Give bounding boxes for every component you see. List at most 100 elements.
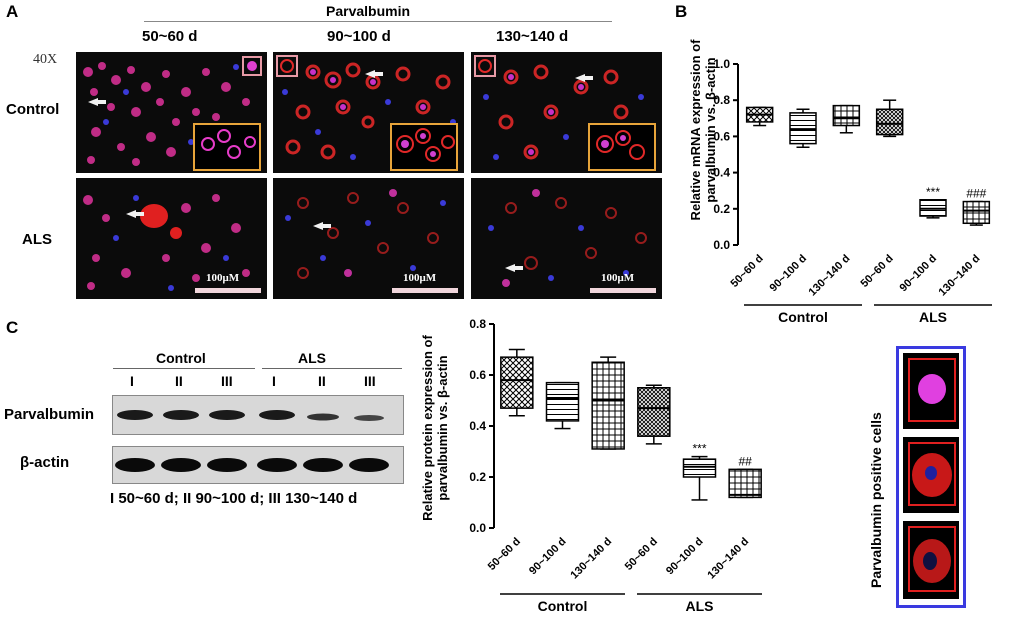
row-label-control: Control bbox=[6, 101, 60, 118]
significance-annotation: *** bbox=[692, 442, 706, 456]
x-tick-label: 130~140 d bbox=[705, 536, 751, 582]
box-body bbox=[591, 361, 625, 450]
box-body bbox=[637, 387, 671, 437]
cells-image bbox=[285, 189, 446, 279]
panel-a-title: Parvalbumin bbox=[326, 3, 411, 19]
box-body bbox=[832, 104, 861, 127]
panel-c-letter: C bbox=[6, 318, 19, 337]
mrna-boxplot: 0.00.20.40.60.81.050~60 d 90~100 d130~140… bbox=[713, 57, 992, 325]
x-tick-label: 130~140 d bbox=[568, 536, 614, 582]
box-body bbox=[728, 468, 762, 499]
y-tick-label: 1.0 bbox=[713, 57, 730, 71]
box-2 bbox=[789, 108, 817, 149]
x-tick-label: 50~60 d bbox=[729, 253, 766, 290]
cells-image bbox=[83, 56, 262, 171]
col-label-3: 130~140 d bbox=[496, 28, 569, 45]
box-6 bbox=[962, 200, 991, 226]
significance-annotation: ### bbox=[966, 187, 986, 201]
micrograph-control-50-60 bbox=[76, 52, 267, 173]
micrograph-als-90-100: 100μM bbox=[273, 178, 464, 299]
cells-strip-image bbox=[903, 353, 959, 599]
parvalbumin-bands bbox=[117, 410, 384, 421]
x-tick-label: 130~140 d bbox=[937, 253, 983, 299]
cells-image bbox=[474, 55, 656, 171]
blot-row-actin bbox=[112, 446, 404, 484]
box-body bbox=[962, 200, 991, 225]
x-tick-label: 90~100 d bbox=[768, 253, 810, 295]
x-tick-label: 50~60 d bbox=[623, 536, 660, 573]
group-label: ALS bbox=[686, 598, 714, 614]
protein-ylabel: Relative protein expression of parvalbum… bbox=[420, 298, 450, 558]
blot-control-line bbox=[113, 368, 255, 369]
y-tick-label: 0.2 bbox=[713, 202, 730, 216]
group-label: Control bbox=[778, 309, 828, 325]
box-5 bbox=[919, 199, 947, 219]
y-tick-label: 0.6 bbox=[469, 368, 486, 382]
y-tick-label: 0.2 bbox=[469, 470, 486, 484]
blot-label-actin: β-actin bbox=[20, 454, 70, 471]
col-label-1: 50~60 d bbox=[142, 28, 198, 45]
cells-image bbox=[276, 55, 458, 171]
blot-als-line bbox=[262, 368, 402, 369]
group-label: ALS bbox=[919, 309, 947, 325]
scale-label: 100μM bbox=[601, 272, 635, 284]
box-1 bbox=[745, 106, 774, 127]
y-tick-label: 0.6 bbox=[713, 129, 730, 143]
blot-group-control: Control bbox=[156, 350, 206, 366]
x-tick-label: 50~60 d bbox=[859, 253, 896, 290]
box-body bbox=[682, 458, 717, 478]
scale-bar bbox=[392, 288, 458, 293]
lane-2: II bbox=[175, 373, 183, 389]
box-3 bbox=[591, 356, 625, 450]
protein-ylabel-line2: parvalbumin vs. β-actin bbox=[435, 355, 450, 501]
x-tick-label: 50~60 d bbox=[486, 536, 523, 573]
box-body bbox=[545, 381, 580, 422]
lane-4: I bbox=[272, 373, 276, 389]
box-2 bbox=[545, 381, 580, 430]
panel-a-letter: A bbox=[6, 2, 19, 21]
lane-3: III bbox=[221, 373, 233, 389]
blot-label-parvalbumin: Parvalbumin bbox=[4, 406, 95, 423]
scale-label: 100μM bbox=[403, 272, 437, 284]
box-6 bbox=[728, 468, 762, 499]
blot-group-als: ALS bbox=[298, 350, 326, 366]
lane-6: III bbox=[364, 373, 376, 389]
lane-1: I bbox=[130, 373, 134, 389]
micrograph-control-90-100 bbox=[273, 52, 464, 173]
protein-ylabel-line1: Relative protein expression of bbox=[420, 335, 435, 521]
box-4 bbox=[637, 384, 671, 445]
x-tick-label: 90~100 d bbox=[664, 536, 706, 578]
y-tick-label: 0.8 bbox=[713, 93, 730, 107]
parvalbumin-cells-strip bbox=[896, 346, 966, 608]
col-label-2: 90~100 d bbox=[327, 28, 391, 45]
box-4 bbox=[875, 99, 904, 138]
scale-label: 100μM bbox=[206, 272, 240, 284]
box-body bbox=[500, 356, 534, 409]
micrograph-als-50-60: 100μM bbox=[76, 178, 267, 299]
y-tick-label: 0.4 bbox=[713, 166, 730, 180]
scale-bar bbox=[590, 288, 656, 293]
actin-bands bbox=[115, 458, 389, 472]
scale-bar bbox=[195, 288, 261, 293]
y-tick-label: 0.4 bbox=[469, 419, 486, 433]
magnification-label: 40X bbox=[33, 52, 58, 67]
panel-b-letter: B bbox=[675, 2, 688, 21]
title-divider bbox=[144, 21, 612, 22]
box-3 bbox=[832, 104, 861, 134]
blot-legend: I 50~60 d; II 90~100 d; III 130~140 d bbox=[110, 490, 358, 507]
box-1 bbox=[500, 348, 534, 417]
significance-annotation: *** bbox=[926, 185, 940, 199]
micrograph-control-130-140 bbox=[471, 52, 662, 173]
x-tick-label: 130~140 d bbox=[807, 253, 853, 299]
x-tick-label: 90~100 d bbox=[898, 253, 940, 295]
group-label: Control bbox=[538, 598, 588, 614]
y-tick-label: 0.0 bbox=[469, 521, 486, 535]
lane-5: II bbox=[318, 373, 326, 389]
box-5 bbox=[682, 455, 717, 501]
micrograph-als-130-140: 100μM bbox=[471, 178, 662, 299]
y-tick-label: 0.0 bbox=[713, 238, 730, 252]
y-tick-label: 0.8 bbox=[469, 317, 486, 331]
side-panel-label: Parvalbumin positive cells bbox=[868, 412, 884, 588]
box-body bbox=[875, 108, 904, 136]
